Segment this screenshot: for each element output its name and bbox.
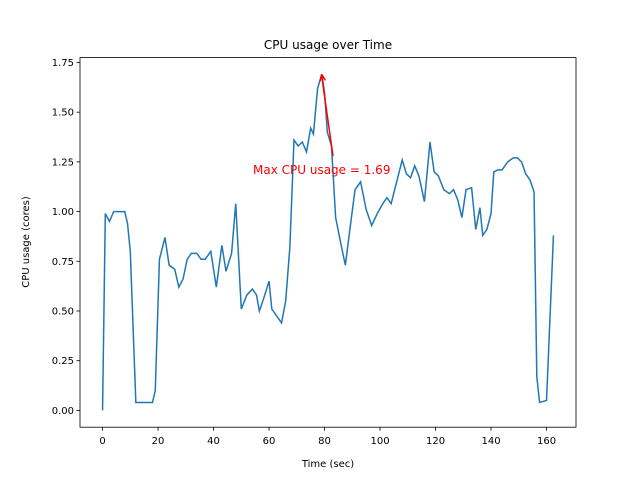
x-tick-label: 160: [537, 436, 556, 447]
x-tick-label: 60: [263, 436, 276, 447]
y-tick-label: 0.25: [52, 356, 74, 367]
y-tick-label: 0.50: [52, 306, 74, 317]
x-tick-label: 100: [370, 436, 389, 447]
annotation-arrow: [321, 76, 334, 157]
plot-frame: [79, 57, 577, 428]
y-axis-label: CPU usage (cores): [21, 196, 32, 288]
y-tick-label: 1.75: [52, 58, 74, 69]
x-tick-label: 20: [152, 436, 165, 447]
y-tick-label: 0.00: [52, 406, 74, 417]
x-tick-label: 80: [318, 436, 331, 447]
x-tick-label: 140: [481, 436, 500, 447]
x-tick-label: 0: [99, 436, 105, 447]
x-axis-label: Time (sec): [301, 459, 354, 470]
y-tick-label: 1.50: [52, 108, 74, 119]
y-tick-label: 0.75: [52, 257, 74, 268]
x-tick-label: 40: [207, 436, 220, 447]
chart-title: CPU usage over Time: [264, 38, 392, 52]
x-tick-label: 120: [426, 436, 445, 447]
annotation-arrowhead: [319, 74, 326, 82]
annotation-text: Max CPU usage = 1.69: [253, 163, 390, 177]
y-tick-label: 1.25: [52, 157, 74, 168]
y-tick-label: 1.00: [52, 207, 74, 218]
